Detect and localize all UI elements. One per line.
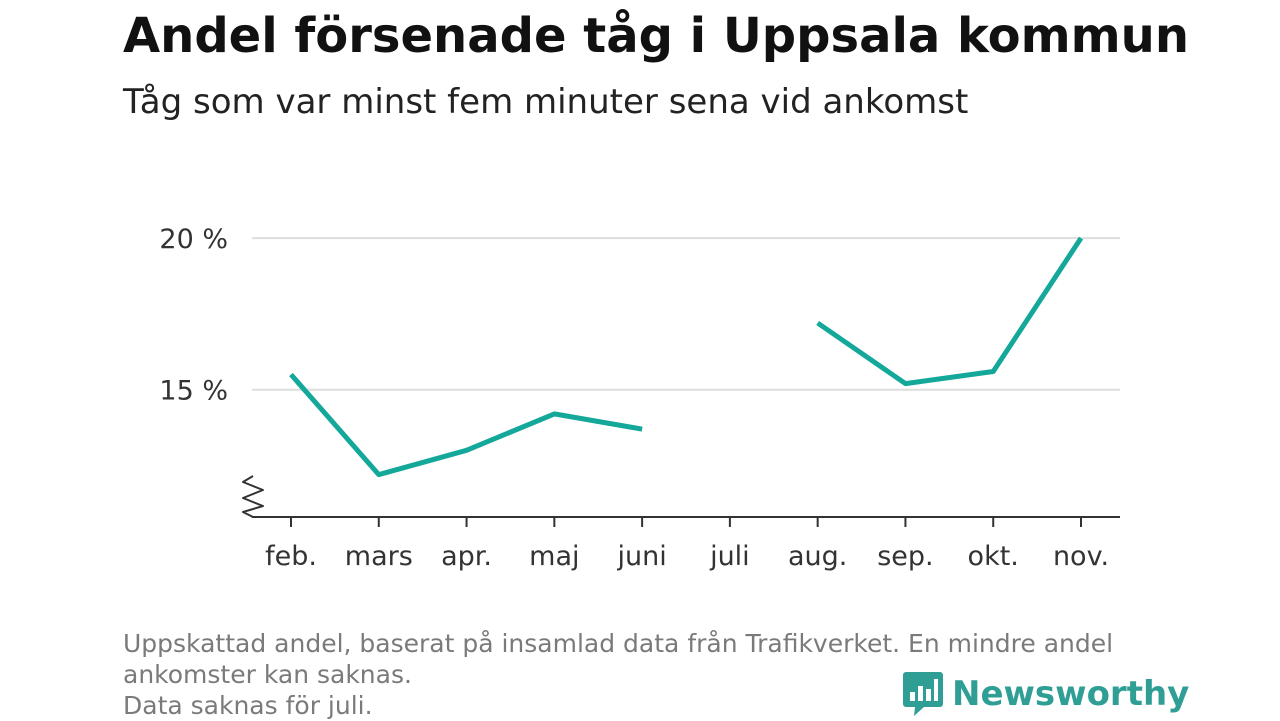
line-chart: 15 % 20 % feb. mars apr. maj juni juli aug. sep. o… bbox=[159, 224, 1120, 572]
note-line-3: Data saknas för juli. bbox=[123, 691, 373, 720]
x-tick-label: mars bbox=[345, 541, 413, 572]
brand-name: Newsworthy bbox=[952, 674, 1190, 714]
x-tick-label: apr. bbox=[441, 541, 492, 572]
x-axis bbox=[252, 516, 1120, 527]
x-tick-label: aug. bbox=[788, 541, 847, 572]
x-tick-label: nov. bbox=[1053, 541, 1109, 572]
axis-break-zigzag bbox=[242, 475, 264, 518]
source-note: Uppskattad andel, baserat på insamlad da… bbox=[123, 628, 1163, 721]
y-tick-label: 20 % bbox=[159, 224, 228, 255]
chart-title: Andel försenade tåg i Uppsala kommun bbox=[123, 8, 1190, 64]
note-line-2: ankomster kan saknas. bbox=[123, 660, 412, 689]
tick-labels: 15 % 20 % feb. mars apr. maj juni juli aug. sep. o… bbox=[159, 224, 1109, 572]
brand-logo: Newsworthy bbox=[902, 670, 1189, 718]
x-tick-label: sep. bbox=[877, 541, 933, 572]
series-line-segment bbox=[289, 372, 643, 478]
grid-lines bbox=[252, 237, 1120, 391]
x-tick-label: juni bbox=[616, 541, 666, 572]
series-lines bbox=[289, 236, 1084, 478]
x-tick-label: feb. bbox=[265, 541, 317, 572]
axis-break-icon bbox=[242, 475, 264, 518]
x-tick-label: juli bbox=[709, 541, 750, 572]
x-tick-label: okt. bbox=[968, 541, 1019, 572]
x-tick-label: maj bbox=[529, 541, 579, 572]
note-line-1: Uppskattad andel, baserat på insamlad da… bbox=[123, 629, 1114, 658]
chart-subtitle: Tåg som var minst fem minuter sena vid a… bbox=[123, 82, 969, 122]
series-line-segment bbox=[816, 236, 1084, 387]
y-tick-label: 15 % bbox=[159, 376, 228, 407]
bar-chart-speech-bubble-icon bbox=[903, 672, 943, 716]
